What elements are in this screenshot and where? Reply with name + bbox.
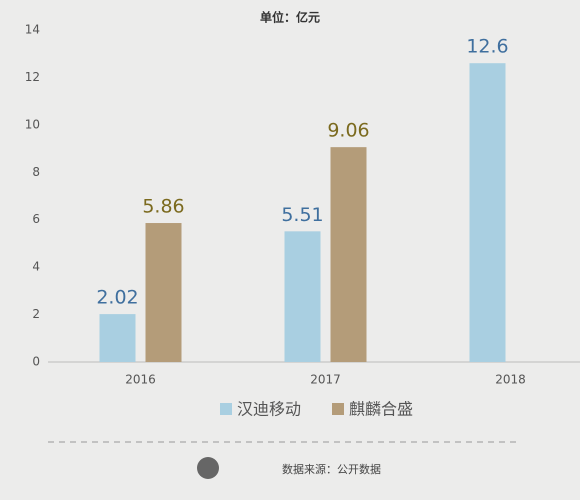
source: 数据来源：公开数据	[282, 462, 381, 476]
y-tick-label: 12	[25, 70, 40, 84]
value-label: 12.6	[466, 36, 508, 58]
y-tick-label: 14	[25, 23, 40, 37]
y-tick-label: 4	[32, 260, 40, 274]
legend-label: 麒麟合盛	[349, 400, 413, 419]
bar	[284, 231, 321, 362]
x-tick-label: 2018	[495, 373, 526, 387]
y-tick-label: 2	[32, 307, 40, 321]
bar	[469, 63, 506, 362]
bar	[330, 147, 367, 362]
y-tick-label: 8	[32, 165, 40, 179]
legend-label: 汉迪移动	[237, 400, 301, 419]
value-label: 2.02	[96, 287, 138, 309]
chart-title: 单位：亿元	[260, 10, 320, 25]
y-tick-label: 6	[32, 212, 40, 226]
value-label: 5.51	[281, 204, 323, 226]
x-tick-label: 2017	[310, 373, 341, 387]
value-label: 9.06	[327, 120, 369, 142]
bar	[145, 223, 182, 362]
logo	[197, 457, 219, 479]
y-tick-label: 10	[25, 117, 40, 131]
bar	[99, 314, 136, 362]
y-tick-label: 0	[32, 355, 40, 369]
legend-swatch	[220, 403, 232, 415]
legend-swatch	[332, 403, 344, 415]
value-label: 5.86	[142, 196, 184, 218]
x-tick-label: 2016	[125, 373, 156, 387]
